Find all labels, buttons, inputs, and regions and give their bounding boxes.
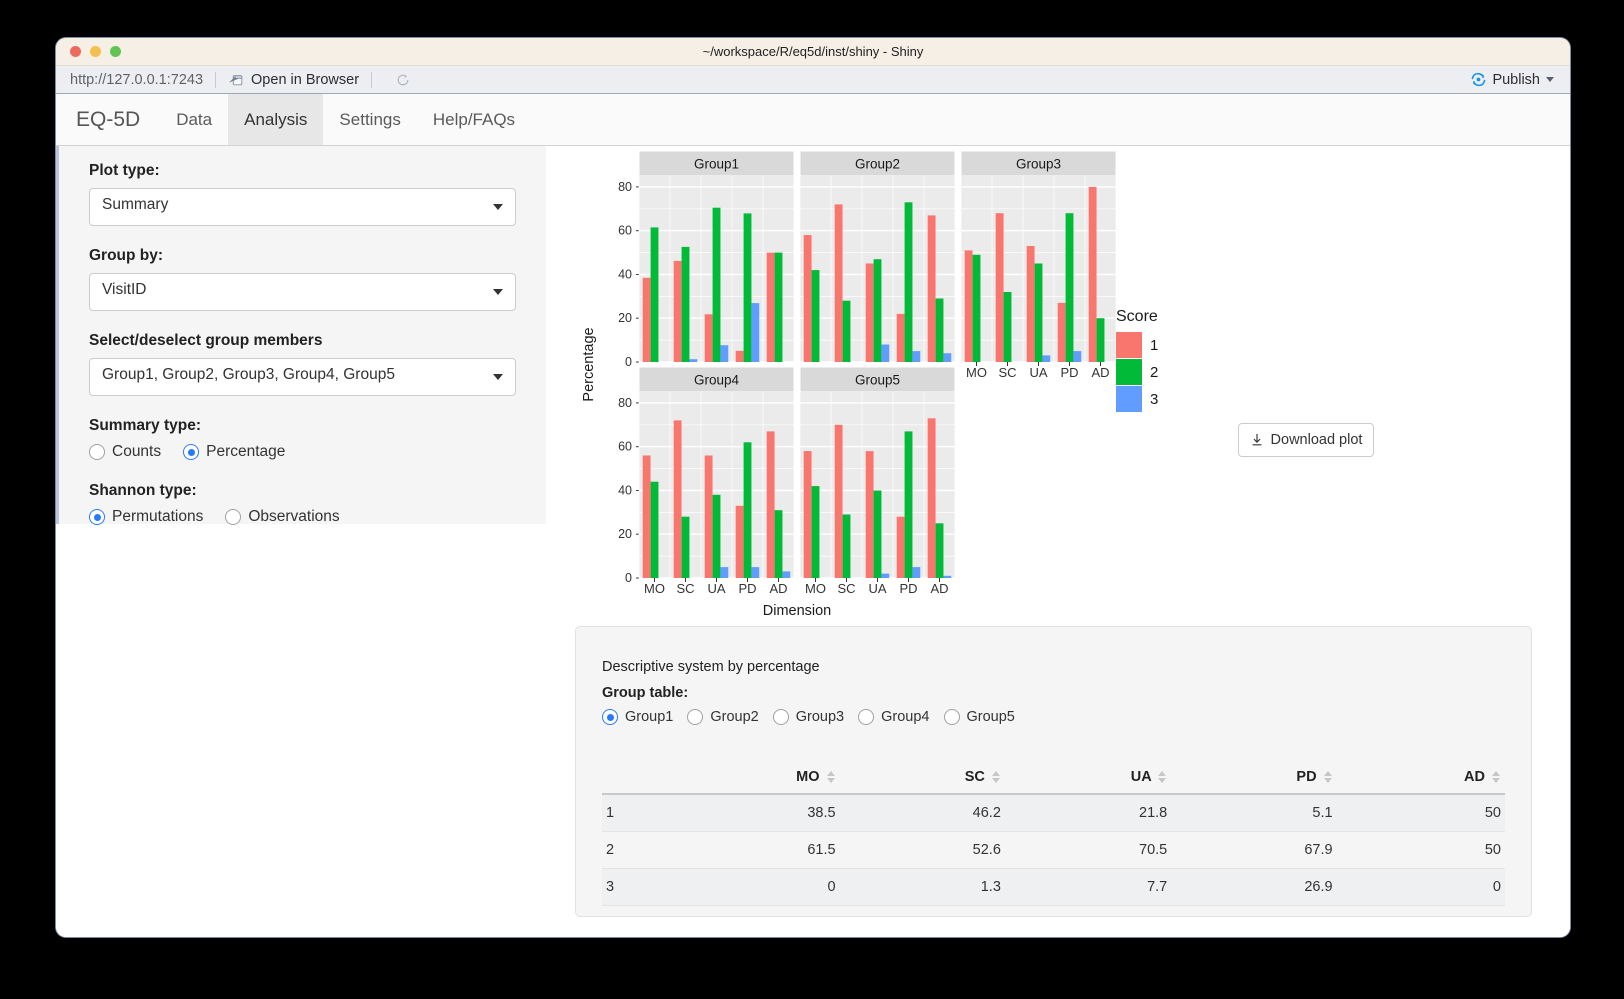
svg-text:UA: UA <box>1029 365 1047 380</box>
svg-text:80: 80 <box>618 180 632 194</box>
svg-text:0: 0 <box>625 355 632 369</box>
svg-text:60: 60 <box>618 224 632 238</box>
svg-text:SC: SC <box>998 365 1016 380</box>
svg-text:Dimension: Dimension <box>763 603 832 619</box>
svg-text:AD: AD <box>1091 365 1109 380</box>
svg-text:20: 20 <box>618 311 632 325</box>
svg-text:0: 0 <box>625 571 632 585</box>
svg-text:SC: SC <box>837 581 855 596</box>
svg-text:Group2: Group2 <box>855 157 900 172</box>
svg-text:80: 80 <box>618 396 632 410</box>
svg-text:Group4: Group4 <box>694 373 740 388</box>
svg-text:AD: AD <box>769 581 787 596</box>
svg-text:60: 60 <box>618 440 632 454</box>
svg-text:MO: MO <box>805 581 826 596</box>
svg-text:UA: UA <box>868 581 886 596</box>
svg-text:AD: AD <box>930 581 948 596</box>
svg-text:40: 40 <box>618 268 632 282</box>
svg-text:PD: PD <box>1060 365 1078 380</box>
svg-text:Percentage: Percentage <box>581 327 597 401</box>
svg-text:PD: PD <box>899 581 917 596</box>
svg-text:40: 40 <box>618 484 632 498</box>
svg-text:Group3: Group3 <box>1016 157 1061 172</box>
svg-text:20: 20 <box>618 527 632 541</box>
svg-text:PD: PD <box>738 581 756 596</box>
svg-text:UA: UA <box>707 581 725 596</box>
svg-text:SC: SC <box>676 581 694 596</box>
svg-text:Group5: Group5 <box>855 373 900 388</box>
svg-text:Group1: Group1 <box>694 157 739 172</box>
svg-text:MO: MO <box>966 365 987 380</box>
svg-text:MO: MO <box>644 581 665 596</box>
